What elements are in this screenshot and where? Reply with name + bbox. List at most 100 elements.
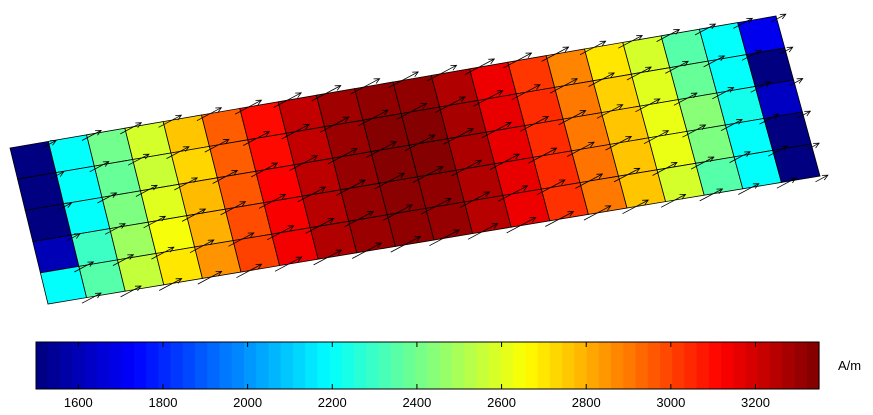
colorbar-band bbox=[782, 342, 796, 389]
field-arrow-head bbox=[616, 104, 624, 110]
field-arrow-head bbox=[604, 205, 612, 211]
field-arrow-head bbox=[521, 185, 529, 191]
field-arrow-head bbox=[87, 261, 95, 267]
colorbar-band bbox=[696, 342, 710, 389]
colorbar-band bbox=[268, 342, 282, 389]
field-arrow-head bbox=[542, 115, 550, 122]
field-arrow-head bbox=[119, 223, 126, 229]
field-arrow-shaft bbox=[358, 109, 388, 127]
field-arrow-head bbox=[786, 46, 794, 53]
field-arrow-shaft bbox=[204, 138, 230, 153]
field-arrow-shaft bbox=[815, 174, 829, 183]
field-arrow-head bbox=[596, 173, 604, 180]
colorbar-band bbox=[256, 342, 270, 389]
field-arrow-head bbox=[247, 232, 255, 238]
field-arrow-shaft bbox=[467, 223, 498, 240]
colorbar-frame bbox=[35, 341, 820, 390]
field-arrow-shaft bbox=[390, 236, 421, 253]
colorbar-band bbox=[317, 342, 331, 389]
colorbar-band bbox=[390, 342, 404, 389]
field-arrow-head bbox=[222, 138, 230, 145]
field-arrow-shaft bbox=[58, 202, 72, 210]
field-arrow-head bbox=[467, 128, 475, 134]
colorbar-band bbox=[439, 342, 453, 389]
colorbar-band bbox=[635, 342, 649, 389]
colorbar-band bbox=[586, 342, 600, 389]
field-arrow-head bbox=[231, 169, 239, 176]
field-arrow-shaft bbox=[690, 156, 714, 170]
field-arrow-shaft bbox=[682, 124, 706, 138]
field-arrow-head bbox=[95, 129, 102, 136]
field-arrow-head bbox=[406, 204, 414, 210]
field-arrow-head bbox=[255, 263, 263, 270]
field-arrow-shaft bbox=[289, 155, 318, 171]
field-arrow-shaft bbox=[43, 140, 57, 148]
colorbar-band bbox=[133, 342, 147, 389]
colorbar-band bbox=[562, 342, 575, 389]
field-arrow-head bbox=[414, 235, 422, 242]
field-arrow-head bbox=[175, 278, 183, 284]
field-arrow-shaft bbox=[511, 84, 541, 101]
colorbar-tick-label: 2800 bbox=[572, 395, 601, 410]
field-arrow-shaft bbox=[120, 285, 142, 298]
colorbar-band bbox=[403, 342, 416, 389]
field-arrow-head bbox=[303, 123, 311, 130]
colorbar-unit-label: A/m bbox=[838, 358, 861, 373]
field-arrow-head bbox=[533, 84, 541, 90]
field-arrow-head bbox=[65, 202, 73, 209]
field-arrow-head bbox=[496, 90, 504, 96]
field-arrow-head bbox=[335, 249, 343, 256]
field-arrow-shaft bbox=[220, 201, 246, 216]
field-arrow-head bbox=[608, 72, 616, 78]
field-arrow-shaft bbox=[771, 13, 786, 23]
field-arrow-head bbox=[287, 225, 295, 231]
field-arrow-head bbox=[295, 92, 303, 98]
colorbar-band bbox=[378, 342, 392, 389]
field-arrow-shaft bbox=[166, 146, 190, 159]
field-arrow-head bbox=[588, 141, 595, 148]
field-arrow-shaft bbox=[135, 184, 158, 197]
colorbar-tick-label: 1600 bbox=[64, 395, 93, 410]
field-arrow-shaft bbox=[520, 116, 549, 132]
field-arrow-shaft bbox=[421, 197, 452, 215]
field-arrow-shaft bbox=[120, 122, 142, 135]
field-arrow-head bbox=[255, 99, 263, 106]
field-arrow-shaft bbox=[236, 263, 262, 279]
colorbar-band bbox=[97, 342, 110, 389]
colorbar-band bbox=[537, 342, 551, 389]
field-arrow-shaft bbox=[426, 64, 457, 82]
colorbar-band bbox=[170, 342, 184, 389]
colorbar-band bbox=[794, 342, 808, 389]
colorbar-band bbox=[672, 342, 686, 389]
field-arrow-shaft bbox=[74, 261, 94, 273]
field-arrow-shaft bbox=[789, 78, 803, 87]
colorbar-band bbox=[525, 342, 539, 389]
colorbar-tick-label: 2200 bbox=[318, 395, 347, 410]
colorbar-band bbox=[231, 342, 245, 389]
field-arrow-shaft bbox=[297, 186, 326, 203]
field-arrow-head bbox=[453, 229, 461, 235]
field-arrow-head bbox=[513, 153, 521, 160]
field-arrow-shaft bbox=[673, 92, 698, 106]
colorbar-band bbox=[60, 342, 74, 389]
mesh-cell bbox=[39, 265, 88, 305]
field-arrow-shaft bbox=[350, 78, 380, 95]
field-arrow-shaft bbox=[228, 232, 254, 247]
field-arrow-head bbox=[167, 246, 175, 253]
mesh-cell bbox=[772, 143, 821, 183]
colorbar-band bbox=[48, 342, 62, 389]
field-arrow-head bbox=[579, 110, 587, 116]
field-arrow-shaft bbox=[605, 136, 632, 151]
field-arrow-shaft bbox=[712, 87, 734, 100]
field-arrow-shaft bbox=[506, 217, 536, 234]
field-arrow-head bbox=[127, 254, 135, 260]
field-arrow-head bbox=[804, 110, 812, 117]
field-arrow-shaft bbox=[750, 81, 771, 93]
field-arrow-shaft bbox=[503, 52, 532, 69]
field-arrow-head bbox=[199, 208, 207, 215]
field-arrow-shaft bbox=[780, 46, 793, 55]
colorbar-tick-label: 1800 bbox=[149, 395, 178, 410]
field-arrow-shaft bbox=[566, 141, 595, 157]
field-arrow-head bbox=[458, 96, 466, 102]
colorbar-band bbox=[366, 342, 380, 389]
